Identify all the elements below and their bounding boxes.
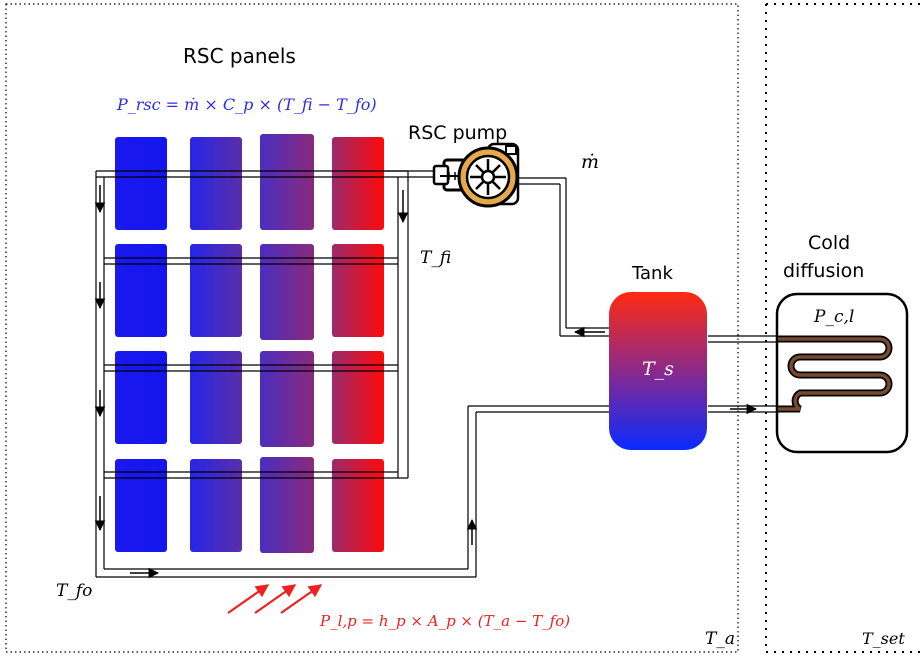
outlet-temperature-symbol: T_fo [56, 581, 92, 601]
mass-flow-symbol: ṁ [581, 151, 599, 173]
panel-loss-equation: P_l,p = h_p × A_p × (T_a − T_fo) [319, 612, 570, 630]
rsc-panel-array [115, 134, 384, 553]
rsc-panel [332, 351, 384, 444]
pump-icon [432, 142, 520, 208]
tank-label: Tank [631, 263, 673, 284]
rsc-panel [260, 244, 314, 340]
rsc-panel [115, 459, 167, 552]
storage-tank [609, 292, 707, 450]
rsc-panel [260, 134, 314, 230]
rsc-panel [332, 137, 384, 230]
rsc-panel [190, 351, 242, 444]
rsc-panel [260, 457, 314, 553]
setpoint-temperature-symbol: T_set [862, 629, 905, 648]
ambient-boundary [5, 3, 739, 653]
rsc-power-equation: P_rsc = ṁ × C_p × (T_fi − T_fo) [116, 95, 377, 114]
cooling-load-symbol: P_c,l [813, 307, 854, 327]
room-boundary [765, 3, 920, 653]
inlet-temperature-symbol: T_fi [420, 248, 451, 268]
tank-temperature-symbol: T_s [642, 358, 674, 380]
cold-diffusion-label-line1: Cold [808, 232, 850, 254]
rsc-panel [190, 137, 242, 230]
radiation-arrows-icon [227, 584, 323, 614]
piping [95, 170, 778, 578]
rsc-panel [332, 244, 384, 337]
heat-exchanger-coil-icon [778, 335, 893, 413]
rsc-panel [190, 459, 242, 552]
flow-arrows [94, 185, 758, 579]
rsc-panels-label: RSC panels [183, 44, 296, 68]
rsc-panel [115, 351, 167, 444]
cold-diffusion-label-line2: diffusion [783, 260, 864, 282]
rsc-panel [115, 137, 167, 230]
rsc-panel [115, 244, 167, 337]
ambient-temperature-symbol: T_a [705, 629, 735, 649]
rsc-panel [190, 244, 242, 337]
rsc-pump-label: RSC pump [408, 122, 507, 144]
rsc-panel [260, 351, 314, 447]
rsc-panel [332, 459, 384, 552]
